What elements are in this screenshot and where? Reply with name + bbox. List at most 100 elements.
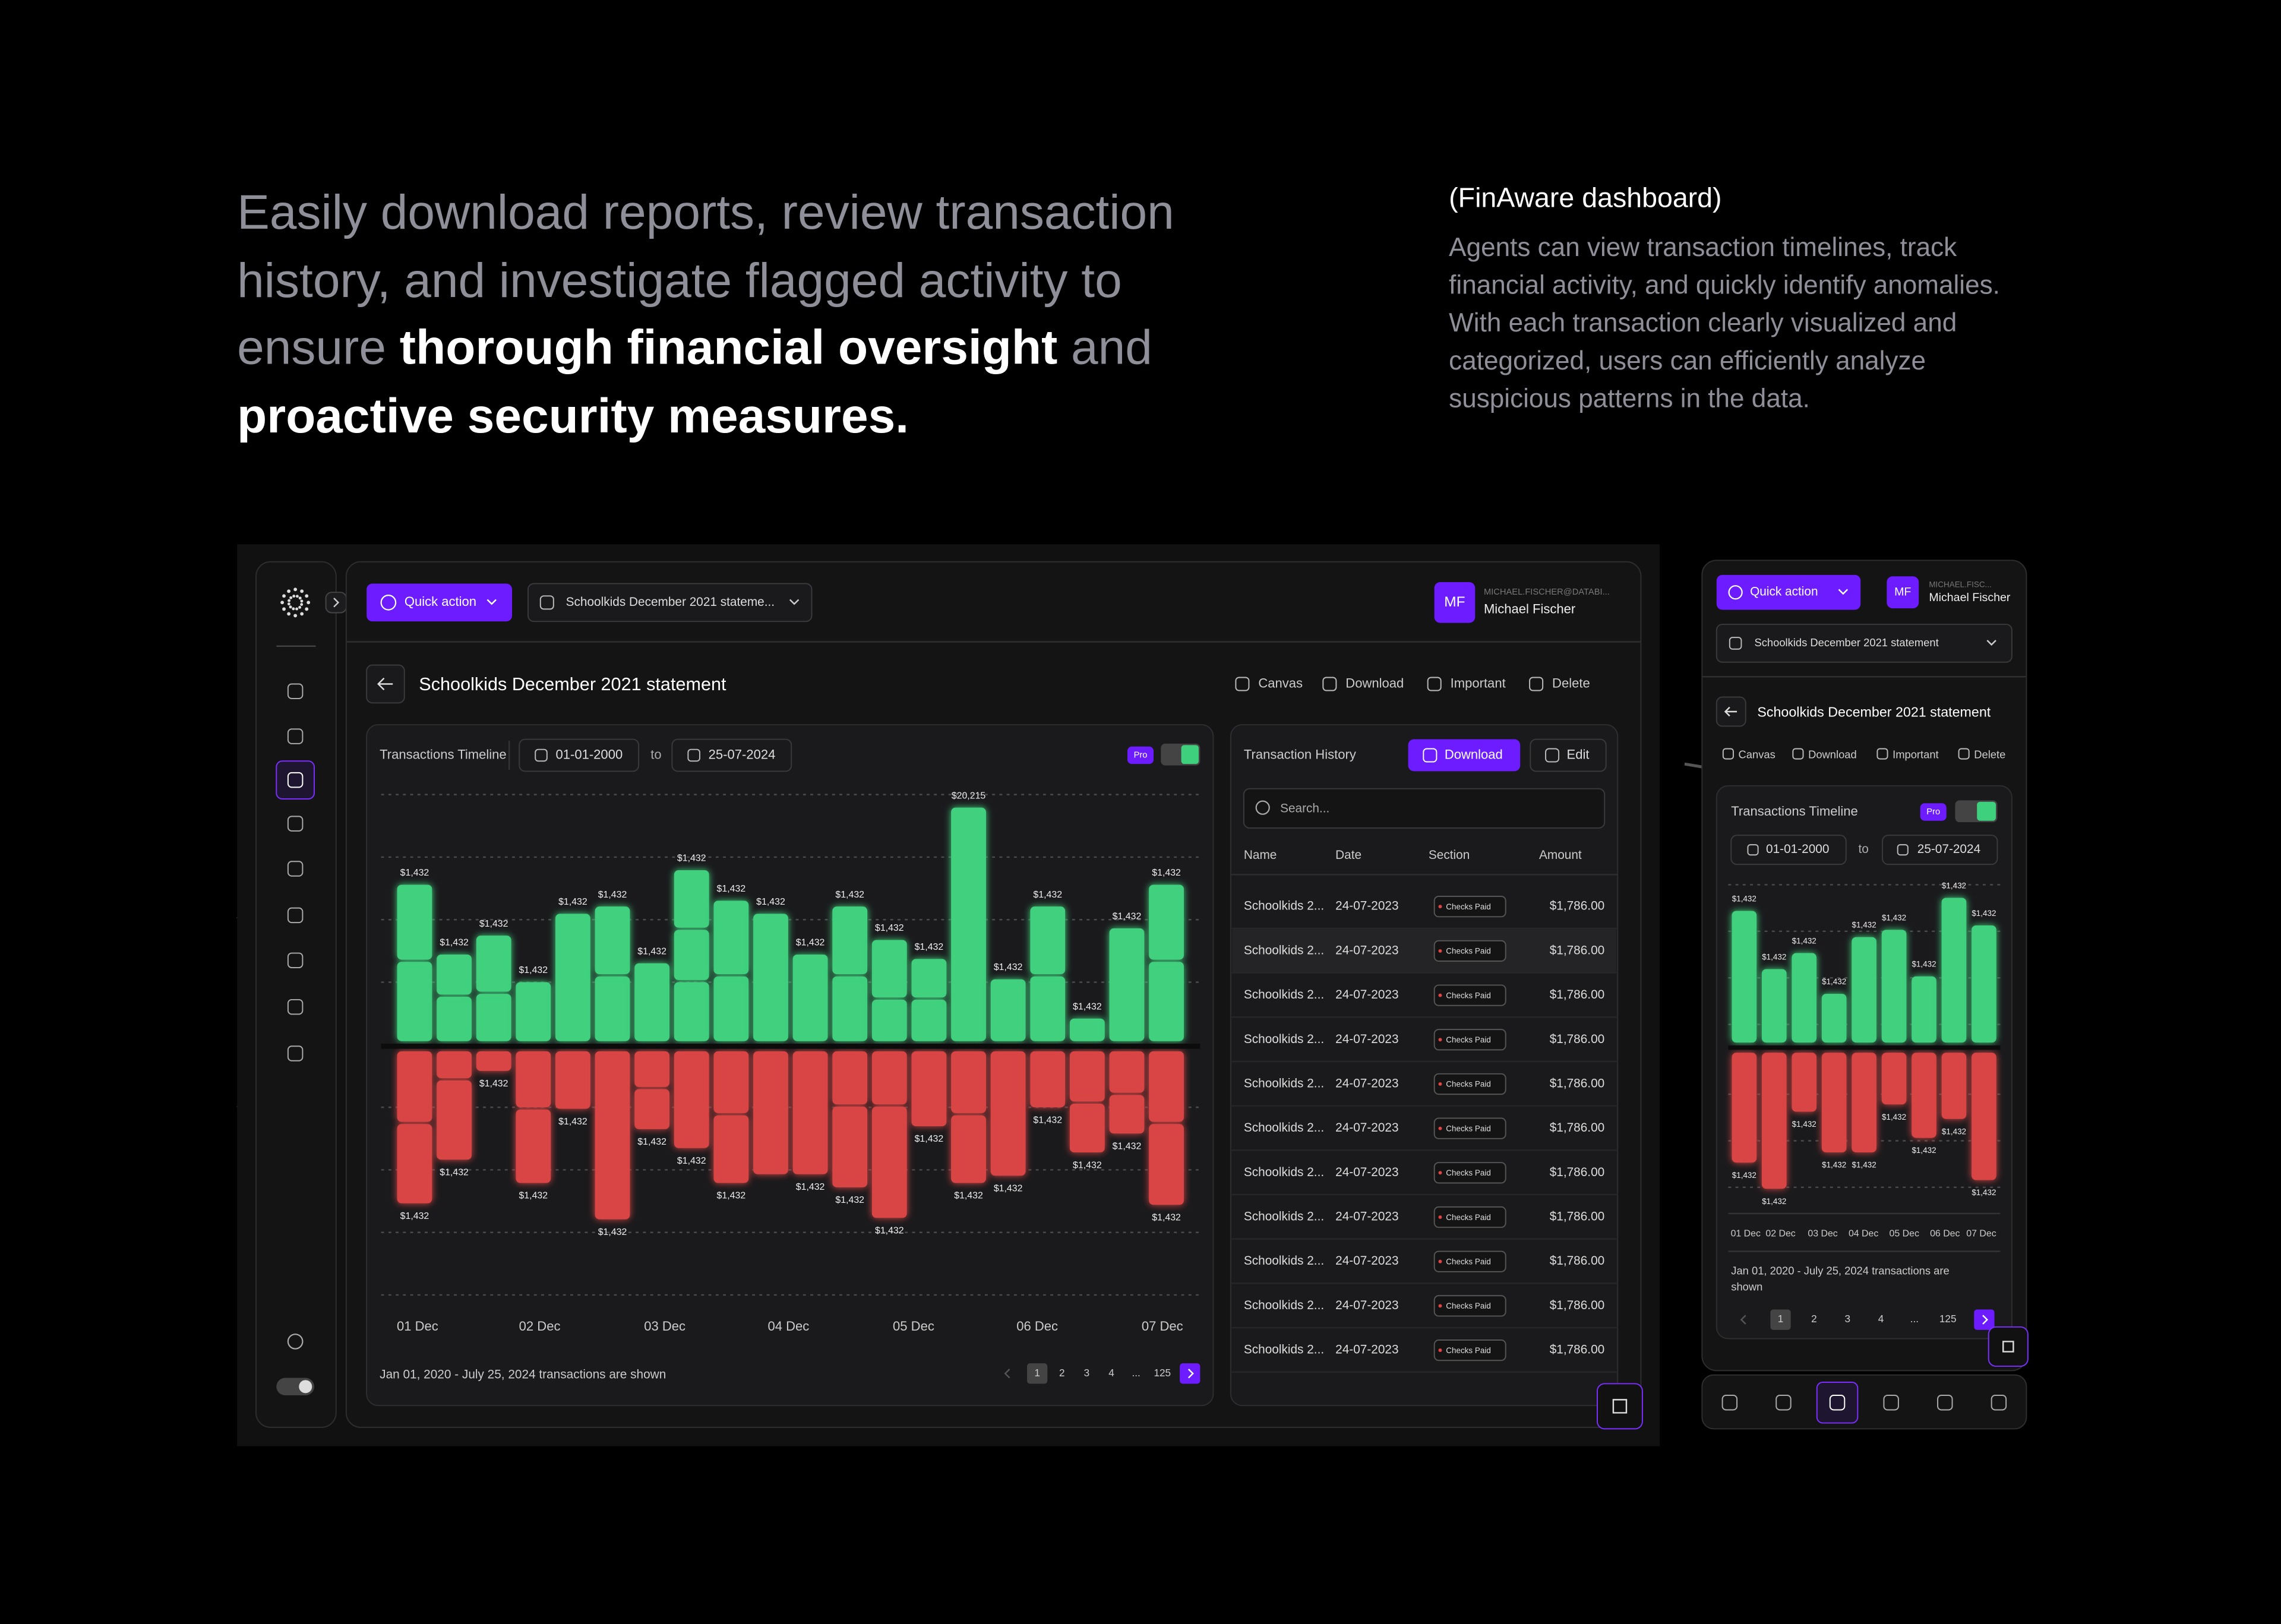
statement-select[interactable] [527, 583, 813, 623]
history-title: Transaction History [1244, 747, 1356, 762]
search-box[interactable] [1243, 788, 1606, 829]
gain-label: $1,432 [915, 942, 944, 952]
prev [1740, 1315, 1746, 1325]
cell-name: Schoolkids 2... [1244, 1343, 1324, 1357]
x-label: 01 Dec [397, 1319, 438, 1334]
headline-part: Easily download reports, review transact… [237, 185, 1174, 239]
gain-bar [674, 982, 709, 1041]
command-button[interactable] [1988, 1326, 2029, 1367]
timeline-footer: shown [1731, 1281, 1762, 1293]
gain-label: $1,432 [1882, 913, 1906, 922]
loss-bar [634, 1089, 670, 1129]
loss-label: $1,432 [598, 1227, 627, 1237]
page-current[interactable] [1026, 1363, 1048, 1384]
command-icon [1612, 1399, 1628, 1414]
nav-active[interactable] [1816, 1382, 1859, 1424]
badge [1433, 1029, 1506, 1051]
loss-bar [674, 1051, 709, 1148]
next[interactable] [1180, 1363, 1200, 1384]
action-label: Important [1893, 748, 1939, 760]
gain-bar [713, 901, 749, 975]
gain-label: $1,432 [1152, 868, 1181, 878]
icon [1721, 1395, 1738, 1411]
icon [287, 861, 304, 877]
page-current[interactable] [1770, 1309, 1791, 1330]
loss-label: $1,432 [1852, 1161, 1876, 1170]
cell-section: Checks Paid [1446, 1168, 1491, 1177]
pro-badge [1920, 803, 1947, 821]
quick-action-label: Quick action [1750, 585, 1818, 599]
quick-action[interactable] [1716, 574, 1861, 610]
badge [1433, 940, 1506, 962]
loss-label: $1,432 [954, 1191, 983, 1201]
loss-bar [1149, 1124, 1184, 1205]
cell-name: Schoolkids 2... [1244, 1076, 1324, 1090]
date-from[interactable] [1730, 835, 1847, 865]
cell-amount: $1,786.00 [1550, 988, 1605, 1001]
logo-dot [282, 594, 286, 598]
gain-bar [1821, 994, 1847, 1043]
gain-bar [713, 976, 749, 1041]
date-to-label: 25-07-2024 [709, 747, 776, 762]
cell-name: Schoolkids 2... [1244, 1121, 1324, 1135]
action-label: Delete [1552, 675, 1590, 690]
gain-bar [516, 982, 551, 1041]
gain-label: $1,432 [1792, 937, 1816, 946]
icon [1722, 748, 1734, 760]
pro-badge [1127, 746, 1154, 764]
next[interactable] [1974, 1309, 1995, 1330]
gain-bar [753, 914, 788, 1041]
loss-bar [871, 1106, 907, 1218]
statement-select[interactable] [1716, 624, 2013, 663]
page-number: 2 [1059, 1367, 1065, 1379]
cell-section: Checks Paid [1446, 991, 1491, 1000]
nav-active[interactable] [276, 760, 315, 800]
logo-dot [288, 599, 291, 602]
date-from[interactable] [519, 738, 640, 772]
column-header: Amount [1539, 848, 1582, 862]
gain-bar [911, 999, 947, 1041]
cell-section: Checks Paid [1446, 1258, 1491, 1266]
prev [1004, 1369, 1010, 1379]
chevron [486, 599, 497, 605]
icon [287, 683, 304, 699]
logo-dot [300, 599, 304, 603]
edit-button[interactable] [1530, 738, 1607, 772]
date-to[interactable] [1882, 835, 1998, 865]
loss-bar [1761, 1053, 1787, 1189]
cell-name: Schoolkids 2... [1244, 1165, 1324, 1179]
gain-label: $1,432 [1762, 952, 1786, 961]
x-label: 07 Dec [1142, 1319, 1183, 1334]
icon [1427, 677, 1442, 691]
cell-date: 24-07-2023 [1335, 1032, 1398, 1046]
gain-label: $1,432 [440, 938, 469, 948]
gain-label: $1,432 [756, 897, 785, 907]
download-button[interactable] [1408, 739, 1521, 772]
loss-bar [871, 1051, 907, 1105]
x-label: 05 Dec [893, 1319, 934, 1334]
logo-dot [289, 596, 293, 599]
badge [1433, 1250, 1506, 1272]
loss-bar [1972, 1053, 1996, 1180]
command-button[interactable] [1597, 1383, 1643, 1430]
date-to[interactable] [671, 738, 792, 772]
badge [1433, 1339, 1506, 1361]
loss-bar [1941, 1053, 1967, 1119]
expand-button[interactable] [325, 592, 347, 614]
loss-bar [476, 1051, 511, 1071]
gain-label: $1,432 [558, 897, 587, 907]
gain-label: $1,432 [835, 890, 864, 900]
page-number: 1 [1034, 1367, 1040, 1379]
headline-line: history, and investigate flagged activit… [237, 254, 1122, 308]
cell-amount: $1,786.00 [1550, 1165, 1605, 1179]
user-email: MICHAEL.FISC... [1929, 580, 1991, 589]
loss-label: $1,432 [1912, 1146, 1936, 1155]
quick-action[interactable] [367, 583, 513, 622]
loss-label: $1,432 [677, 1156, 706, 1166]
icon [287, 1045, 304, 1061]
cell-name: Schoolkids 2... [1244, 1210, 1324, 1224]
timeline-title: Transactions Timeline [1731, 804, 1857, 819]
page-number: ... [1910, 1313, 1919, 1325]
badge-dot [1438, 1171, 1442, 1175]
gain-label: $1,432 [479, 919, 508, 929]
